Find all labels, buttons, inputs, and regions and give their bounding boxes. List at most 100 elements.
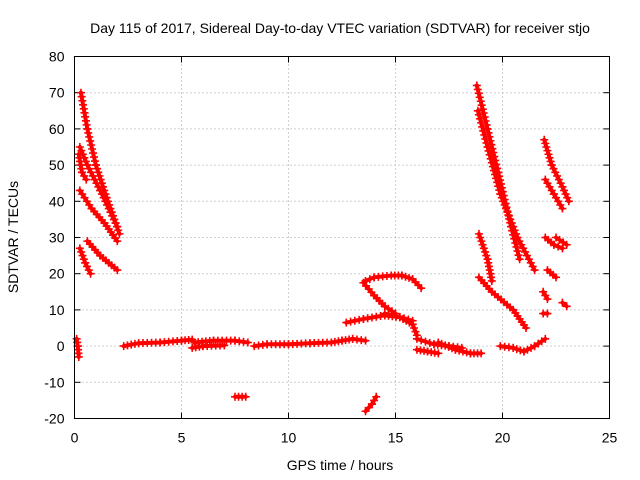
data-point [493, 178, 502, 187]
data-point [88, 145, 97, 154]
data-track-5 [75, 244, 95, 278]
data-track-18 [412, 345, 443, 358]
data-track-25 [540, 135, 573, 206]
data-point [451, 345, 460, 354]
y-tick-label: 80 [49, 49, 65, 65]
data-point [543, 295, 552, 304]
data-track-30 [539, 287, 552, 304]
data-track-31 [539, 309, 552, 318]
data-track-21 [473, 106, 539, 275]
data-point [499, 197, 508, 206]
data-point [484, 146, 493, 155]
data-point [220, 341, 229, 350]
data-point [365, 275, 374, 284]
data-point [558, 182, 567, 191]
data-point [551, 168, 560, 177]
tick-layer: 0 5 10 15 20 25 -20 -10 0 10 20 30 40 50 60 70 80 [44, 49, 617, 446]
data-point [482, 251, 491, 260]
data-point [243, 338, 252, 347]
data-point [513, 247, 522, 256]
data-point [500, 200, 509, 209]
data-point [350, 316, 359, 325]
data-track-4 [83, 237, 122, 275]
data-point [92, 179, 101, 188]
data-point [361, 336, 370, 345]
data-point [113, 222, 122, 231]
data-point [481, 134, 490, 143]
data-point [103, 200, 112, 209]
data-point [558, 298, 567, 307]
data-point [417, 284, 426, 293]
data-point [108, 211, 117, 220]
data-point [502, 204, 511, 213]
data-point [84, 128, 93, 137]
data-point [519, 347, 528, 356]
data-point [494, 182, 503, 191]
data-point [561, 190, 570, 199]
data-point [560, 186, 569, 195]
data-point [509, 222, 518, 231]
data-point [473, 85, 482, 94]
data-track-3 [75, 186, 122, 246]
data-point [506, 215, 515, 224]
data-point [482, 138, 491, 147]
data-point [96, 186, 105, 195]
data-point [523, 345, 532, 354]
data-point [541, 334, 550, 343]
data-point [547, 161, 556, 170]
data-point [106, 208, 115, 217]
plot-frame [74, 56, 610, 419]
data-track-2 [74, 150, 91, 184]
y-tick-label: -20 [44, 411, 64, 427]
data-track-32 [558, 298, 571, 311]
data-point [476, 97, 485, 106]
data-point [479, 244, 488, 253]
y-tick-label: 70 [49, 85, 65, 101]
data-point [496, 190, 505, 199]
data-track-22 [474, 229, 496, 285]
data-point [492, 174, 501, 183]
data-point [90, 175, 99, 184]
data-point [482, 120, 491, 129]
data-point [479, 109, 488, 118]
data-point [99, 193, 108, 202]
data-point [104, 204, 113, 213]
data-point [511, 238, 520, 247]
data-point [86, 136, 95, 145]
data-point [545, 153, 554, 162]
data-point [478, 122, 487, 131]
data-point [477, 101, 486, 110]
grid-layer [74, 56, 610, 419]
data-point [479, 126, 488, 135]
data-point [543, 309, 552, 318]
x-tick-label: 25 [602, 430, 618, 446]
data-track-10 [231, 392, 250, 401]
data-point [77, 247, 86, 256]
data-point [90, 157, 99, 166]
data-track-11 [250, 334, 370, 351]
data-point [510, 226, 519, 235]
data-point [512, 229, 521, 238]
data-point [455, 346, 464, 355]
data-track-27 [541, 233, 567, 253]
data-point [94, 168, 103, 177]
data-point [554, 242, 563, 251]
data-point [512, 243, 521, 252]
data-point [410, 324, 419, 332]
data-point [97, 190, 106, 199]
y-tick-label: 10 [49, 302, 65, 318]
data-point [78, 251, 87, 260]
y-tick-label: -10 [44, 374, 64, 390]
x-tick-label: 5 [178, 430, 186, 446]
data-point [113, 237, 122, 246]
data-point [109, 215, 118, 224]
data-point [425, 338, 434, 347]
data-point [115, 229, 124, 238]
data-point [75, 244, 84, 253]
series-layer [72, 81, 573, 416]
data-point [512, 345, 521, 354]
data-point [472, 81, 481, 90]
x-axis-label: GPS time / hours [287, 457, 394, 473]
data-point [487, 158, 496, 167]
data-point [544, 150, 553, 159]
